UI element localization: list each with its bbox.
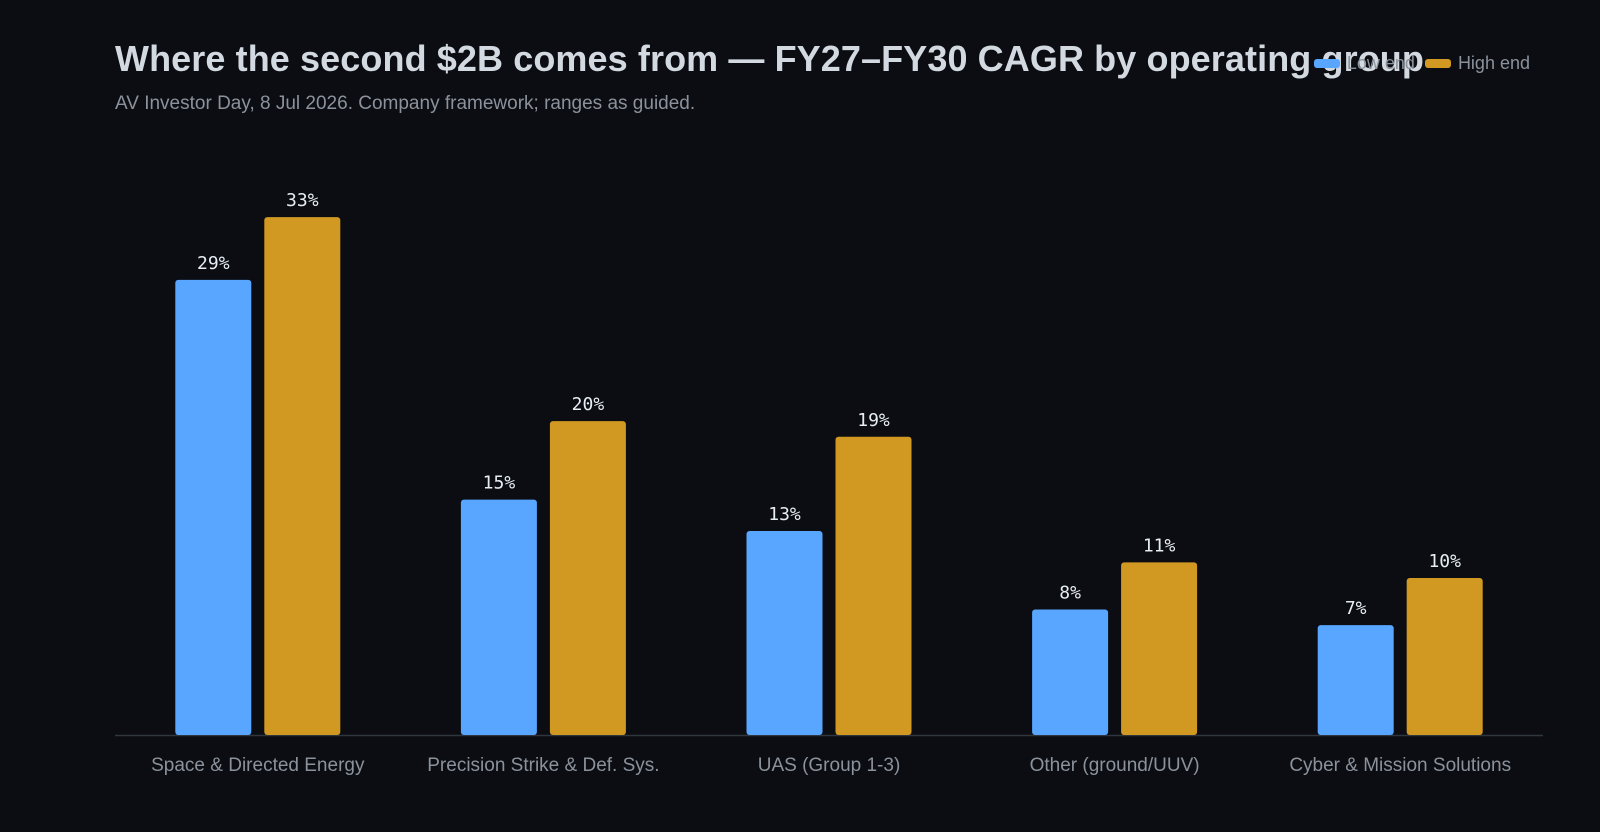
x-tick-label-2: Precision Strike & Def. Sys. [427, 755, 659, 776]
chart-title: Where the second $2B comes from — FY27–F… [115, 38, 1424, 79]
bar-high-end-4 [1121, 562, 1198, 735]
data-label-high-end-5: 10% [1428, 551, 1461, 572]
legend-swatch-low-end [1313, 59, 1340, 68]
data-label-high-end-4: 11% [1143, 535, 1176, 556]
bar-low-end-3 [746, 530, 823, 735]
chart-subtitle: AV Investor Day, 8 Jul 2026. Company fra… [115, 93, 696, 114]
data-label-low-end-5: 7% [1345, 598, 1367, 619]
bar-low-end-2 [460, 499, 537, 735]
data-label-high-end-3: 19% [857, 410, 890, 431]
bar-high-end-3 [835, 436, 912, 735]
data-label-low-end-4: 8% [1059, 582, 1081, 603]
x-tick-label-1: Space & Directed Energy [151, 755, 365, 776]
bar-high-end-5 [1406, 578, 1483, 735]
bar-low-end-5 [1317, 625, 1394, 735]
legend-swatch-high-end [1424, 59, 1451, 68]
x-tick-label-4: Other (ground/UUV) [1030, 755, 1200, 776]
legend-item-low-end: Low end [1313, 53, 1415, 74]
data-label-low-end-3: 13% [768, 504, 801, 525]
bar-high-end-2 [549, 421, 626, 735]
data-label-high-end-1: 33% [286, 190, 319, 211]
legend-label-low-end: Low end [1346, 53, 1415, 73]
x-tick-label-3: UAS (Group 1-3) [758, 755, 901, 776]
bar-low-end-1 [175, 279, 252, 735]
data-label-high-end-2: 20% [572, 394, 605, 415]
data-label-low-end-2: 15% [483, 473, 516, 494]
bar-high-end-1 [264, 217, 341, 736]
legend-item-high-end: High end [1424, 53, 1530, 74]
legend: Low end High end [1313, 53, 1530, 74]
data-label-low-end-1: 29% [197, 253, 230, 274]
legend-label-high-end: High end [1457, 53, 1530, 73]
bar-low-end-4 [1032, 609, 1109, 735]
x-tick-label-5: Cyber & Mission Solutions [1289, 755, 1511, 776]
